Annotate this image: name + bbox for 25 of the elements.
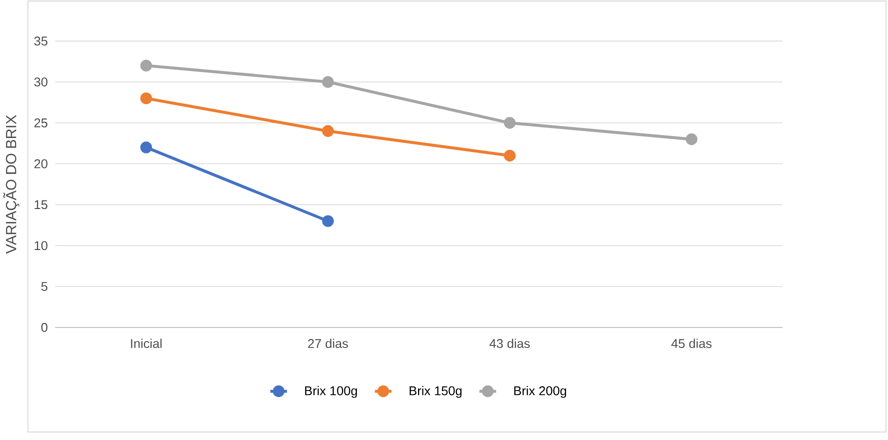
x-tick-label: 43 dias bbox=[490, 338, 530, 348]
point bbox=[322, 76, 334, 88]
y-tick-label: 35 bbox=[34, 36, 48, 46]
y-tick-label: 0 bbox=[41, 323, 48, 332]
point bbox=[322, 125, 334, 137]
x-tick-label: Inicial bbox=[131, 338, 162, 348]
y-tick-label: 15 bbox=[34, 200, 48, 210]
point bbox=[504, 150, 516, 162]
point bbox=[140, 60, 152, 72]
y-tick-label: 10 bbox=[34, 241, 48, 250]
legend-label: Brix 100g bbox=[305, 386, 357, 398]
point bbox=[140, 92, 152, 104]
y-tick-label: 25 bbox=[34, 118, 48, 128]
y-axis-title: VARIAÇÃO DO BRIX bbox=[3, 115, 20, 254]
y-tick-label: 30 bbox=[34, 78, 48, 87]
x-tick-label: 45 dias bbox=[671, 338, 712, 348]
point bbox=[504, 117, 516, 129]
y-tick-label: 20 bbox=[34, 159, 48, 168]
point bbox=[686, 133, 698, 146]
legend-label: Brix 150g bbox=[410, 386, 462, 398]
point bbox=[140, 142, 152, 154]
x-tick-label: 27 dias bbox=[308, 338, 348, 348]
legend-label: Brix 200g bbox=[514, 386, 566, 398]
y-tick-label: 5 bbox=[41, 282, 48, 292]
point bbox=[322, 215, 334, 227]
